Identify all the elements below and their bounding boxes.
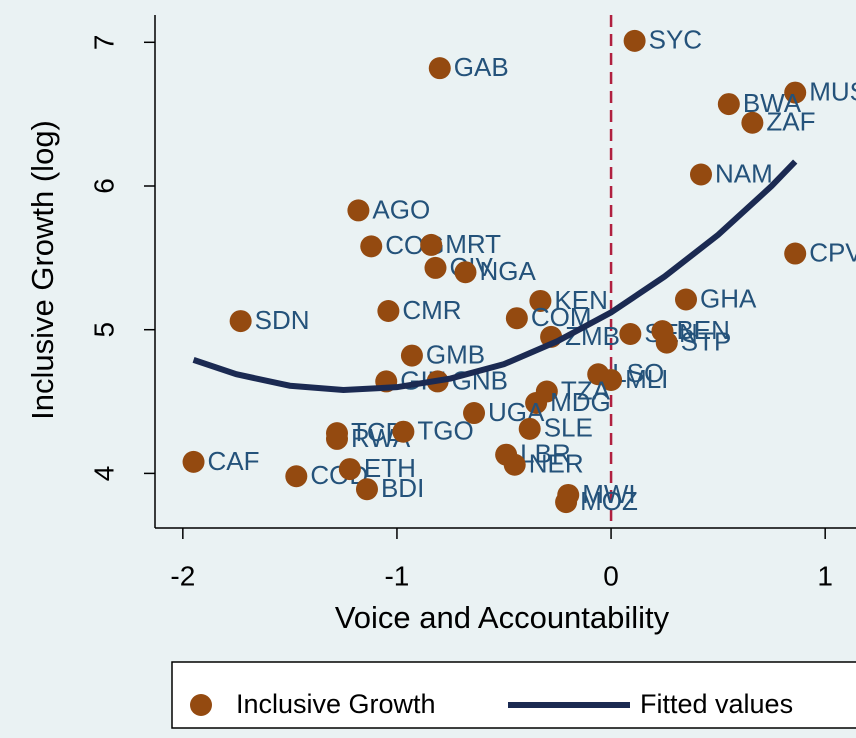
point-label: MLI [625, 364, 668, 394]
fitted-line [192, 159, 798, 394]
point [454, 261, 477, 284]
y-tick-label: 5 [88, 322, 119, 338]
legend-marker [190, 694, 212, 716]
legend-label: Inclusive Growth [236, 689, 436, 719]
point [424, 256, 447, 279]
x-axis-title: Voice and Accountability [335, 600, 670, 635]
point-label: TZA [561, 375, 611, 405]
point-label: AGO [372, 194, 430, 224]
point-label: MOZ [580, 486, 638, 516]
point [182, 450, 205, 473]
point [555, 491, 578, 514]
point-label: SLE [544, 413, 593, 443]
point-label: BEN [676, 315, 729, 345]
point [717, 93, 740, 116]
point-label: KEN [554, 285, 607, 315]
legend-box [171, 661, 856, 729]
point [229, 310, 252, 333]
point [675, 288, 698, 311]
point [377, 300, 400, 323]
point-label: NAM [715, 158, 773, 188]
point [600, 368, 623, 391]
point [325, 427, 348, 450]
point [428, 57, 451, 80]
y-tick-label: 7 [88, 35, 119, 51]
x-tick-label: 1 [817, 560, 833, 591]
point [400, 344, 423, 367]
point [360, 235, 383, 258]
point [338, 458, 361, 481]
point-label: TGO [417, 416, 473, 446]
point [529, 289, 552, 312]
x-tick-label: -1 [384, 560, 409, 591]
point-label: MRT [445, 229, 501, 259]
point [784, 81, 807, 104]
point [347, 199, 370, 222]
point [741, 111, 764, 134]
point-label: BDI [381, 473, 424, 503]
point-label: GHA [700, 283, 757, 313]
y-tick-label: 6 [88, 178, 119, 194]
point [355, 478, 378, 501]
point-label: NGA [479, 256, 536, 286]
point-label: NER [529, 449, 584, 479]
point [655, 331, 678, 354]
point-label: SDN [255, 305, 310, 335]
point-label: ZAF [766, 107, 815, 137]
y-axis-title: Inclusive Growth (log) [25, 120, 60, 420]
point-label: CMR [402, 295, 461, 325]
point-label: GAB [454, 52, 509, 82]
x-tick-label: 0 [603, 560, 619, 591]
point [503, 453, 526, 476]
point-label: MUS [809, 76, 856, 106]
point [392, 420, 415, 443]
point [623, 29, 646, 52]
point-label: MDG [550, 387, 611, 417]
point-label: CAF [208, 446, 260, 476]
point [420, 233, 443, 256]
point-label: LBR [520, 439, 571, 469]
point [689, 163, 712, 186]
point-label: GMB [426, 339, 485, 369]
point-label: MWI [582, 479, 635, 509]
point [463, 402, 486, 425]
point-label: ETH [364, 453, 416, 483]
point-label: SYC [649, 25, 702, 55]
x-tick-label: -2 [170, 560, 195, 591]
point [518, 417, 541, 440]
point [285, 465, 308, 488]
point-label: STP [681, 327, 732, 357]
point [505, 307, 528, 330]
y-tick-label: 4 [88, 466, 119, 482]
point [525, 391, 548, 414]
legend-label: Fitted values [640, 689, 793, 719]
point-label: CPV [809, 237, 856, 267]
point [619, 323, 642, 346]
point [784, 242, 807, 265]
